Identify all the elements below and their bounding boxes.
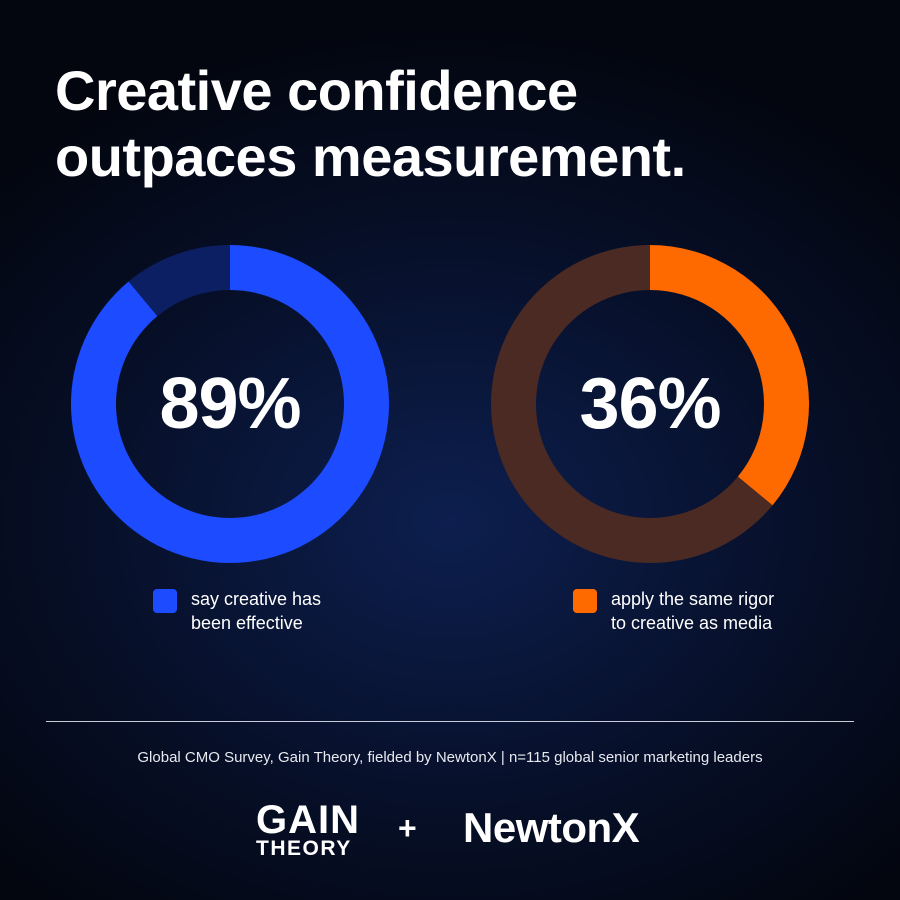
donut-slice-value — [650, 245, 809, 506]
source-note: Global CMO Survey, Gain Theory, fielded … — [137, 749, 763, 766]
partner-logos: GAIN THEORY + NewtonX — [0, 800, 900, 860]
legend-label-line-1: say creative has — [191, 589, 322, 609]
donut-center-value: 89% — [159, 364, 301, 444]
plus-sign: + — [398, 810, 417, 846]
donut-svg — [490, 245, 809, 563]
legend-swatch — [153, 589, 177, 613]
legend-label: apply the same rigor to creative as medi… — [611, 587, 774, 635]
legend-same-rigor: apply the same rigor to creative as medi… — [573, 587, 774, 635]
title-line-2: outpaces measurement. — [55, 125, 686, 188]
newtonx-logo: NewtonX — [463, 804, 640, 851]
legend-label: say creative has been effective — [191, 587, 321, 635]
donut-center-value: 36% — [579, 364, 721, 444]
donut-svg — [70, 245, 389, 563]
gain-theory-logo-line-2: THEORY — [256, 837, 352, 860]
gain-theory-logo: GAIN THEORY — [256, 800, 360, 860]
donut-slice-remainder — [128, 245, 230, 317]
donut-chart-same-rigor: 36% — [490, 244, 810, 564]
donut-slice-remainder — [490, 245, 773, 563]
footer-divider — [46, 721, 854, 722]
gain-theory-logo-line-1: GAIN — [256, 798, 360, 842]
legend-swatch — [573, 589, 597, 613]
legend-label-line-1: apply the same rigor — [611, 589, 775, 609]
legend-label-line-2: been effective — [191, 613, 303, 633]
title-line-1: Creative confidence — [55, 59, 578, 122]
donut-chart-creative-effective: 89% — [70, 244, 390, 564]
legend-label-line-2: to creative as media — [611, 613, 773, 633]
legend-creative-effective: say creative has been effective — [153, 587, 321, 635]
page-title: Creative confidence outpaces measurement… — [55, 58, 855, 190]
